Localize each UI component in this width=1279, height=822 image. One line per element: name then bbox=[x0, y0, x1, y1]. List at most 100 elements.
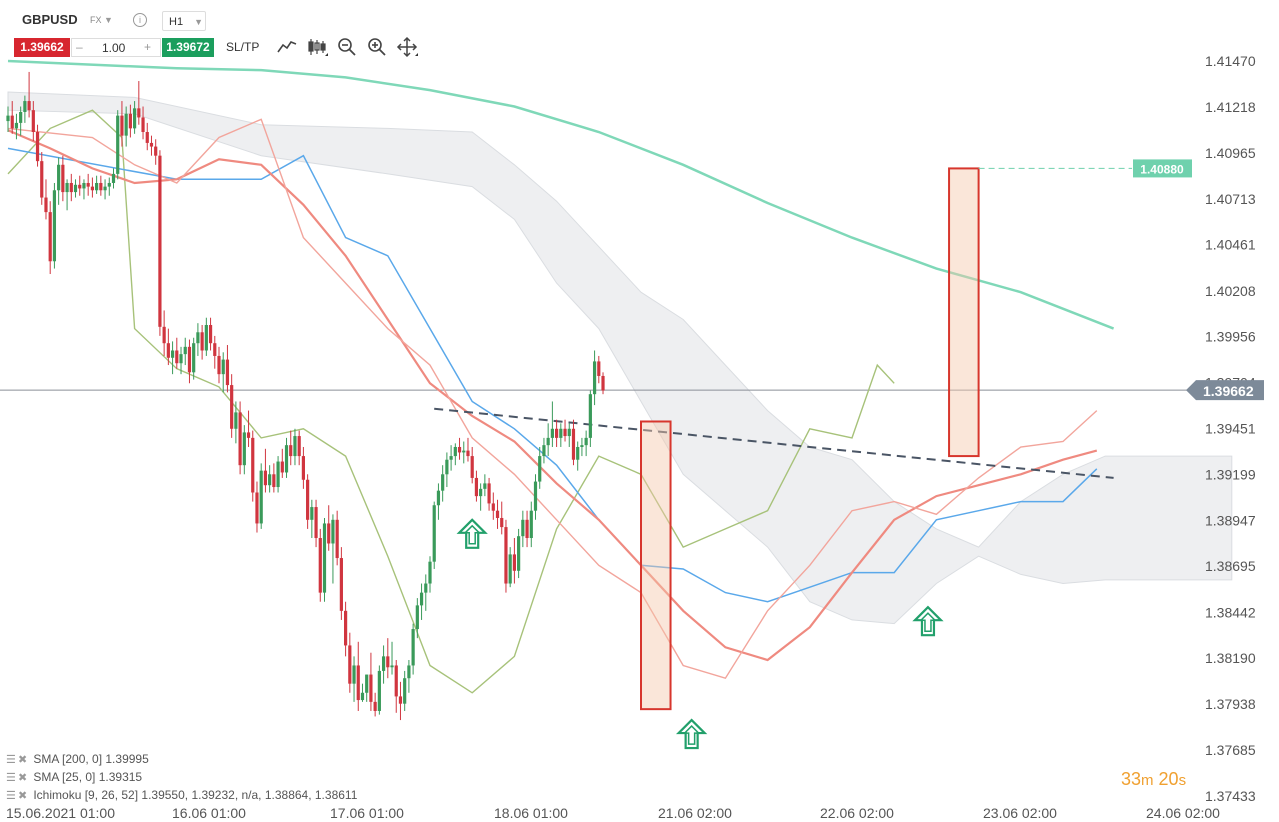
candle-body bbox=[373, 701, 377, 711]
settings-icon[interactable]: ☰ bbox=[6, 790, 16, 802]
up-arrow-inner bbox=[919, 612, 937, 632]
candle bbox=[158, 150, 162, 336]
candle bbox=[120, 101, 124, 147]
candle-body bbox=[31, 110, 35, 133]
candle bbox=[436, 483, 441, 520]
candle bbox=[504, 519, 508, 593]
up-arrow-icon bbox=[912, 605, 944, 637]
candle-body bbox=[588, 394, 592, 438]
candle bbox=[352, 656, 356, 702]
candle-body bbox=[398, 696, 403, 704]
sell-price-button[interactable]: 1.39662 bbox=[14, 38, 70, 57]
plus-button[interactable]: + bbox=[144, 40, 152, 54]
candle bbox=[251, 430, 255, 502]
close-icon[interactable]: ✖ bbox=[18, 790, 28, 802]
candle bbox=[441, 465, 445, 502]
candle-body bbox=[348, 645, 352, 684]
buy-price-button[interactable]: 1.39672 bbox=[162, 38, 214, 57]
quantity-value[interactable]: 1.00 bbox=[102, 41, 126, 55]
candle bbox=[242, 425, 246, 475]
up-arrow-icon bbox=[456, 518, 488, 549]
candle bbox=[57, 157, 61, 205]
candle bbox=[407, 659, 411, 693]
candle-body bbox=[99, 182, 103, 191]
chevron-down-icon[interactable]: ▼ bbox=[104, 15, 113, 25]
sltp-button[interactable]: SL/TP bbox=[226, 40, 260, 54]
candle bbox=[170, 341, 175, 375]
settings-icon[interactable]: ☰ bbox=[6, 754, 16, 766]
candle bbox=[162, 310, 166, 356]
candle bbox=[196, 323, 200, 356]
candle bbox=[187, 339, 192, 384]
candle bbox=[230, 374, 234, 438]
candle bbox=[318, 528, 322, 602]
current-price-label: 1.39662 bbox=[1203, 383, 1254, 399]
candle bbox=[398, 681, 403, 721]
candle-body bbox=[453, 446, 457, 457]
highlight-box bbox=[948, 167, 980, 458]
close-icon[interactable]: ✖ bbox=[18, 772, 28, 784]
x-tick-label: 24.06 02:00 bbox=[1146, 805, 1220, 821]
info-icon[interactable]: i bbox=[133, 13, 147, 27]
candle bbox=[424, 574, 428, 611]
y-tick-label: 1.40461 bbox=[1205, 237, 1256, 253]
pan-icon[interactable] bbox=[396, 36, 418, 58]
candle-body bbox=[424, 583, 428, 593]
candle-body bbox=[483, 483, 487, 489]
candle bbox=[111, 168, 116, 189]
settings-icon[interactable]: ☰ bbox=[6, 772, 16, 784]
candle bbox=[86, 173, 90, 196]
candle bbox=[339, 547, 343, 620]
zoom-out-icon[interactable] bbox=[336, 36, 358, 58]
candle bbox=[453, 443, 457, 466]
candle-body bbox=[331, 519, 335, 544]
candle-body bbox=[48, 212, 52, 262]
candle bbox=[576, 441, 580, 471]
candle bbox=[314, 499, 318, 548]
candle-body bbox=[95, 182, 99, 191]
close-icon[interactable]: ✖ bbox=[18, 754, 28, 766]
candle-body bbox=[441, 474, 445, 491]
quantity-stepper[interactable]: – 1.00 + bbox=[71, 38, 161, 57]
candle bbox=[40, 152, 44, 205]
candle-body bbox=[559, 428, 563, 438]
candle-body bbox=[120, 115, 124, 136]
minus-button[interactable]: – bbox=[76, 40, 83, 54]
candle bbox=[52, 182, 57, 269]
candle-body bbox=[529, 510, 533, 539]
candle-timer: 33m 20s bbox=[1121, 769, 1187, 789]
candle bbox=[546, 423, 550, 457]
candles-icon[interactable] bbox=[306, 36, 328, 58]
candle-body bbox=[272, 474, 276, 488]
candle bbox=[390, 641, 394, 675]
target-price-badge bbox=[1133, 159, 1192, 178]
candle-body bbox=[149, 142, 154, 147]
candle bbox=[276, 456, 280, 493]
candle bbox=[255, 481, 259, 533]
candle-body bbox=[415, 605, 419, 630]
candle bbox=[521, 510, 525, 548]
candle-body bbox=[162, 326, 166, 344]
candle bbox=[470, 446, 474, 484]
candle bbox=[592, 350, 597, 406]
legend-sma25: ☰ ✖ SMA [25, 0] 1.39315 bbox=[6, 770, 143, 784]
candle-body bbox=[327, 523, 331, 544]
candle-body bbox=[158, 155, 162, 327]
candle-body bbox=[335, 519, 339, 559]
candle bbox=[567, 423, 571, 447]
candle bbox=[327, 505, 331, 551]
zoom-in-icon[interactable] bbox=[366, 36, 388, 58]
line-chart-icon[interactable] bbox=[276, 36, 298, 58]
candle bbox=[500, 501, 504, 535]
candle bbox=[272, 463, 276, 493]
candle bbox=[133, 101, 137, 134]
candle-body bbox=[103, 186, 107, 191]
timeframe-select[interactable]: H1 ▼ bbox=[162, 11, 206, 31]
candle bbox=[360, 683, 365, 702]
candle-body bbox=[525, 519, 529, 539]
candle bbox=[95, 175, 99, 194]
candle bbox=[550, 401, 554, 447]
candle-body bbox=[474, 477, 479, 497]
symbol-label[interactable]: GBPUSD bbox=[22, 12, 78, 27]
